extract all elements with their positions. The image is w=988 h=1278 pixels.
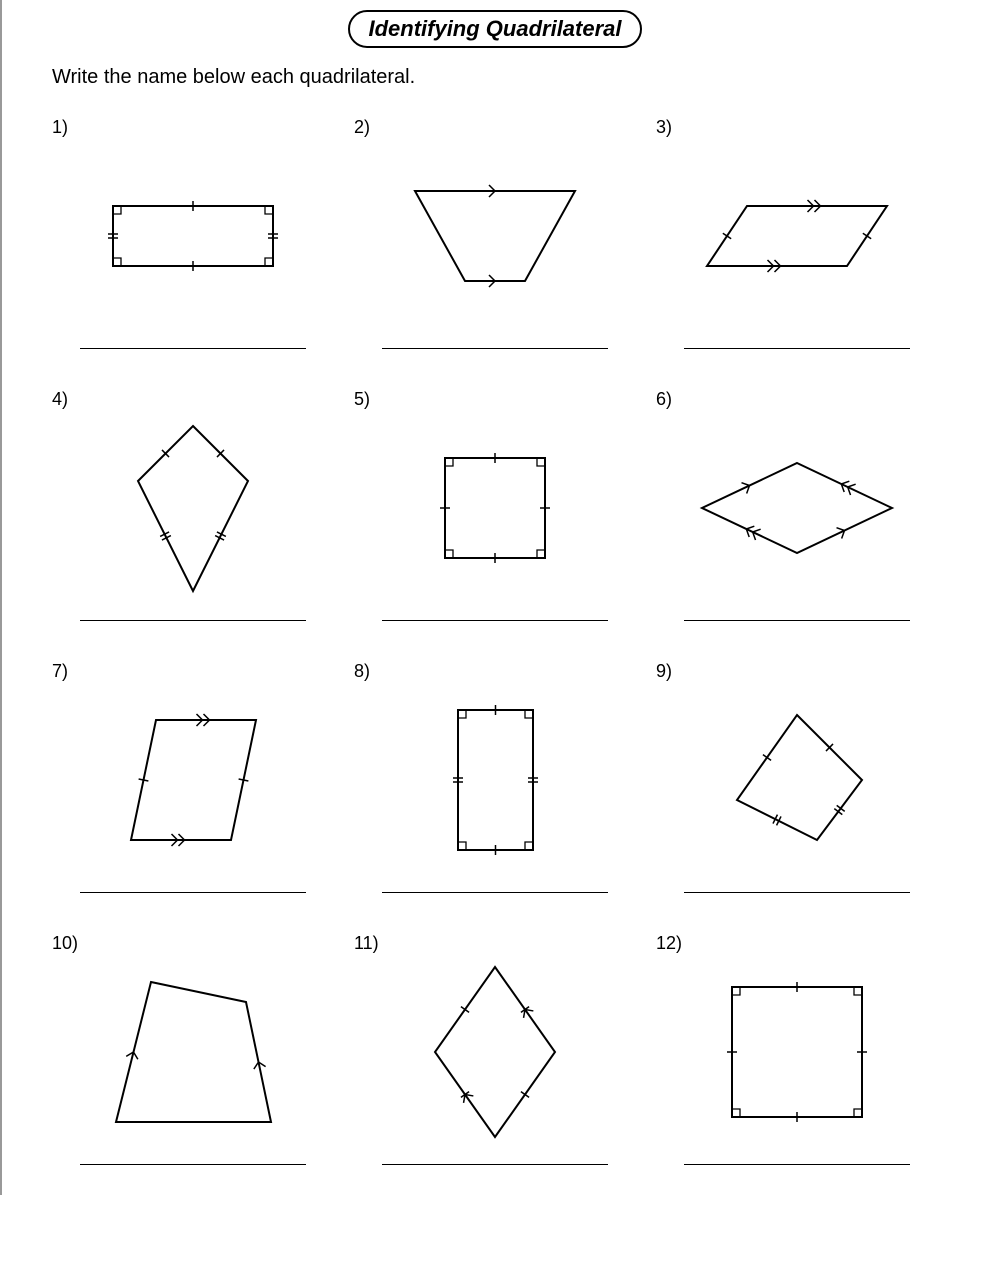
- answer-line[interactable]: [684, 620, 910, 621]
- problem-cell: 7): [52, 661, 334, 893]
- problem-number: 8): [354, 661, 636, 682]
- problem-cell: 11): [354, 933, 636, 1165]
- problem-number: 5): [354, 389, 636, 410]
- worksheet-page: Identifying Quadrilateral Write the name…: [0, 0, 988, 1195]
- problem-number: 4): [52, 389, 334, 410]
- shape-figure: [354, 146, 636, 326]
- answer-line[interactable]: [382, 892, 608, 893]
- answer-line[interactable]: [684, 892, 910, 893]
- answer-line[interactable]: [684, 1164, 910, 1165]
- answer-line[interactable]: [382, 348, 608, 349]
- problem-cell: 8): [354, 661, 636, 893]
- answer-line[interactable]: [80, 1164, 306, 1165]
- problem-number: 9): [656, 661, 938, 682]
- shape-figure: [656, 418, 938, 598]
- shape-figure: [52, 962, 334, 1142]
- shape-figure: [52, 146, 334, 326]
- problem-number: 12): [656, 933, 938, 954]
- answer-line[interactable]: [80, 620, 306, 621]
- shape-figure: [354, 690, 636, 870]
- answer-line[interactable]: [80, 892, 306, 893]
- instruction-text: Write the name below each quadrilateral.: [52, 66, 938, 89]
- problem-number: 7): [52, 661, 334, 682]
- answer-line[interactable]: [80, 348, 306, 349]
- answer-line[interactable]: [684, 348, 910, 349]
- problem-number: 2): [354, 117, 636, 138]
- answer-line[interactable]: [382, 620, 608, 621]
- problem-number: 1): [52, 117, 334, 138]
- problem-cell: 9): [656, 661, 938, 893]
- title-wrap: Identifying Quadrilateral: [52, 10, 938, 48]
- problem-number: 11): [354, 933, 636, 954]
- problem-cell: 10): [52, 933, 334, 1165]
- problem-number: 6): [656, 389, 938, 410]
- problem-cell: 6): [656, 389, 938, 621]
- problem-cell: 1): [52, 117, 334, 349]
- shape-figure: [52, 690, 334, 870]
- shape-figure: [52, 418, 334, 598]
- problem-cell: 5): [354, 389, 636, 621]
- problem-cell: 3): [656, 117, 938, 349]
- problem-number: 10): [52, 933, 334, 954]
- problems-grid: 1) 2) 3) 4) 5) 6) 7) 8) 9) 10): [52, 117, 938, 1165]
- problem-cell: 12): [656, 933, 938, 1165]
- shape-figure: [656, 146, 938, 326]
- shape-figure: [656, 690, 938, 870]
- problem-cell: 2): [354, 117, 636, 349]
- shape-figure: [354, 962, 636, 1142]
- page-title: Identifying Quadrilateral: [348, 10, 641, 48]
- shape-figure: [354, 418, 636, 598]
- shape-figure: [656, 962, 938, 1142]
- problem-cell: 4): [52, 389, 334, 621]
- problem-number: 3): [656, 117, 938, 138]
- answer-line[interactable]: [382, 1164, 608, 1165]
